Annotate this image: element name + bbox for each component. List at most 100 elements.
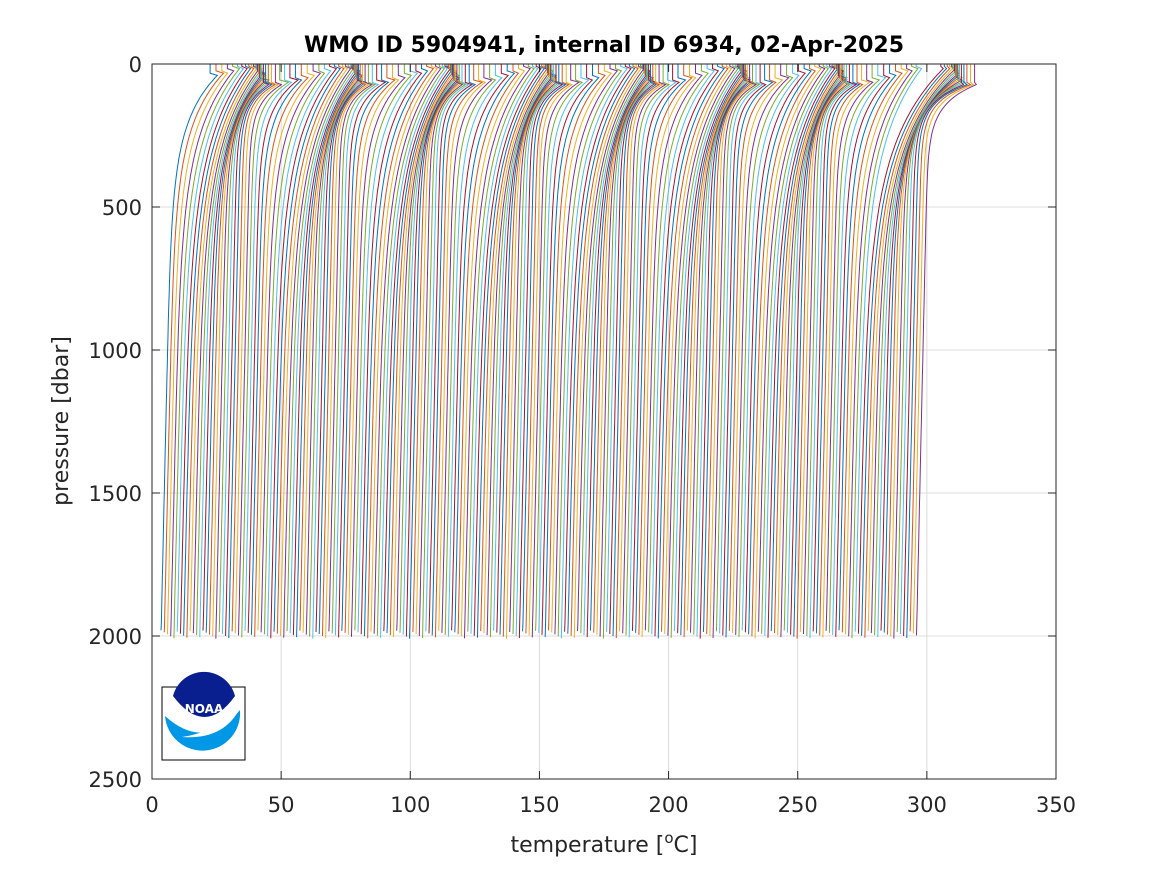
- profile-line: [483, 64, 551, 634]
- profile-line: [899, 64, 967, 635]
- logo-white-swoosh: [182, 708, 240, 738]
- profile-line: [741, 64, 800, 631]
- profile-line: [557, 64, 623, 637]
- profile-line: [631, 64, 681, 631]
- profile-line: [489, 64, 554, 638]
- profile-line: [599, 64, 655, 637]
- profile-line: [625, 64, 670, 636]
- profile-line: [712, 64, 758, 638]
- profile-line: [344, 64, 396, 633]
- profile-line: [341, 64, 390, 631]
- profile-line: [360, 64, 423, 635]
- profile-line: [722, 64, 767, 636]
- profile-line: [280, 64, 349, 636]
- profile-line: [515, 64, 561, 637]
- profile-line: [228, 64, 273, 638]
- profile-line: [580, 64, 648, 634]
- profile-line: [854, 64, 923, 632]
- profile-line: [231, 64, 277, 632]
- profile-line: [906, 64, 969, 638]
- profile-line: [845, 64, 909, 635]
- profile-line: [331, 64, 377, 634]
- profile-line: [196, 64, 263, 636]
- profile-line: [312, 64, 364, 639]
- profile-line: [512, 64, 561, 635]
- profile-line: [363, 64, 429, 637]
- profile-line: [170, 64, 235, 637]
- profile-line: [502, 64, 558, 637]
- profile-line: [648, 64, 709, 633]
- profile-line: [857, 64, 945, 634]
- profile-line: [903, 64, 965, 637]
- profile-line: [354, 64, 413, 631]
- y-tick-label: 1000: [89, 339, 142, 363]
- profile-line: [441, 64, 493, 633]
- profile-line: [738, 64, 794, 637]
- profile-line: [841, 64, 903, 633]
- profile-line: [192, 64, 261, 634]
- profile-line: [399, 64, 458, 633]
- profile-line: [438, 64, 487, 631]
- profile-line: [531, 64, 581, 638]
- profile-line: [725, 64, 774, 638]
- profile-line: [299, 64, 361, 631]
- profile-line: [680, 64, 745, 636]
- profile-line: [851, 64, 919, 639]
- profile-line: [848, 64, 913, 637]
- profile-line: [292, 64, 358, 636]
- profile-line: [496, 64, 555, 633]
- profile-line: [735, 64, 790, 635]
- profile-line: [748, 64, 812, 635]
- profile-line: [874, 64, 957, 636]
- profile-line: [567, 64, 636, 634]
- profile-line: [205, 64, 267, 633]
- profile-line: [757, 64, 826, 632]
- profile-line: [173, 64, 241, 639]
- profile-line: [877, 64, 960, 638]
- profile-line: [564, 64, 632, 632]
- profile-line: [425, 64, 470, 632]
- profile-line: [247, 64, 300, 633]
- profile-line: [719, 64, 764, 634]
- profile-line: [602, 64, 655, 639]
- profile-line: [386, 64, 454, 634]
- profile-line: [635, 64, 687, 633]
- profile-line: [225, 64, 270, 637]
- profile-line: [328, 64, 373, 632]
- profile-line: [677, 64, 745, 634]
- profile-line: [806, 64, 851, 637]
- profile-line: [276, 64, 345, 634]
- profile-line: [257, 64, 316, 631]
- profile-line: [457, 64, 520, 635]
- profile-line: [212, 64, 267, 637]
- profile-line: [418, 64, 464, 637]
- profile-line: [699, 64, 752, 639]
- y-tick-label: 2500: [89, 768, 142, 792]
- profile-line: [464, 64, 532, 639]
- profile-line: [373, 64, 442, 634]
- profile-line: [250, 64, 303, 635]
- profile-line: [176, 64, 245, 632]
- profile-line: [774, 64, 842, 634]
- profile-line: [221, 64, 270, 635]
- logo-text: NOAA: [185, 702, 224, 716]
- profile-line: [234, 64, 280, 634]
- profile-line: [315, 64, 364, 633]
- profile-line: [415, 64, 464, 635]
- profile-line: [480, 64, 548, 632]
- profile-line: [867, 64, 954, 632]
- y-tick-labels: 0 500 1000 1500 2000 2500: [89, 53, 142, 792]
- profile-line: [525, 64, 570, 634]
- profile-line: [796, 64, 848, 639]
- x-tick-labels: 0 50 100 150 200 250 300 350: [145, 793, 1076, 817]
- profile-line: [451, 64, 509, 631]
- profile-line: [690, 64, 749, 633]
- profile-line: [541, 64, 594, 635]
- profile-line: [560, 64, 629, 639]
- profile-line: [370, 64, 439, 632]
- profile-line: [799, 64, 848, 633]
- profile-line: [435, 64, 484, 638]
- profile-line: [544, 64, 600, 637]
- profile-line: [767, 64, 836, 638]
- profile-line: [664, 64, 733, 634]
